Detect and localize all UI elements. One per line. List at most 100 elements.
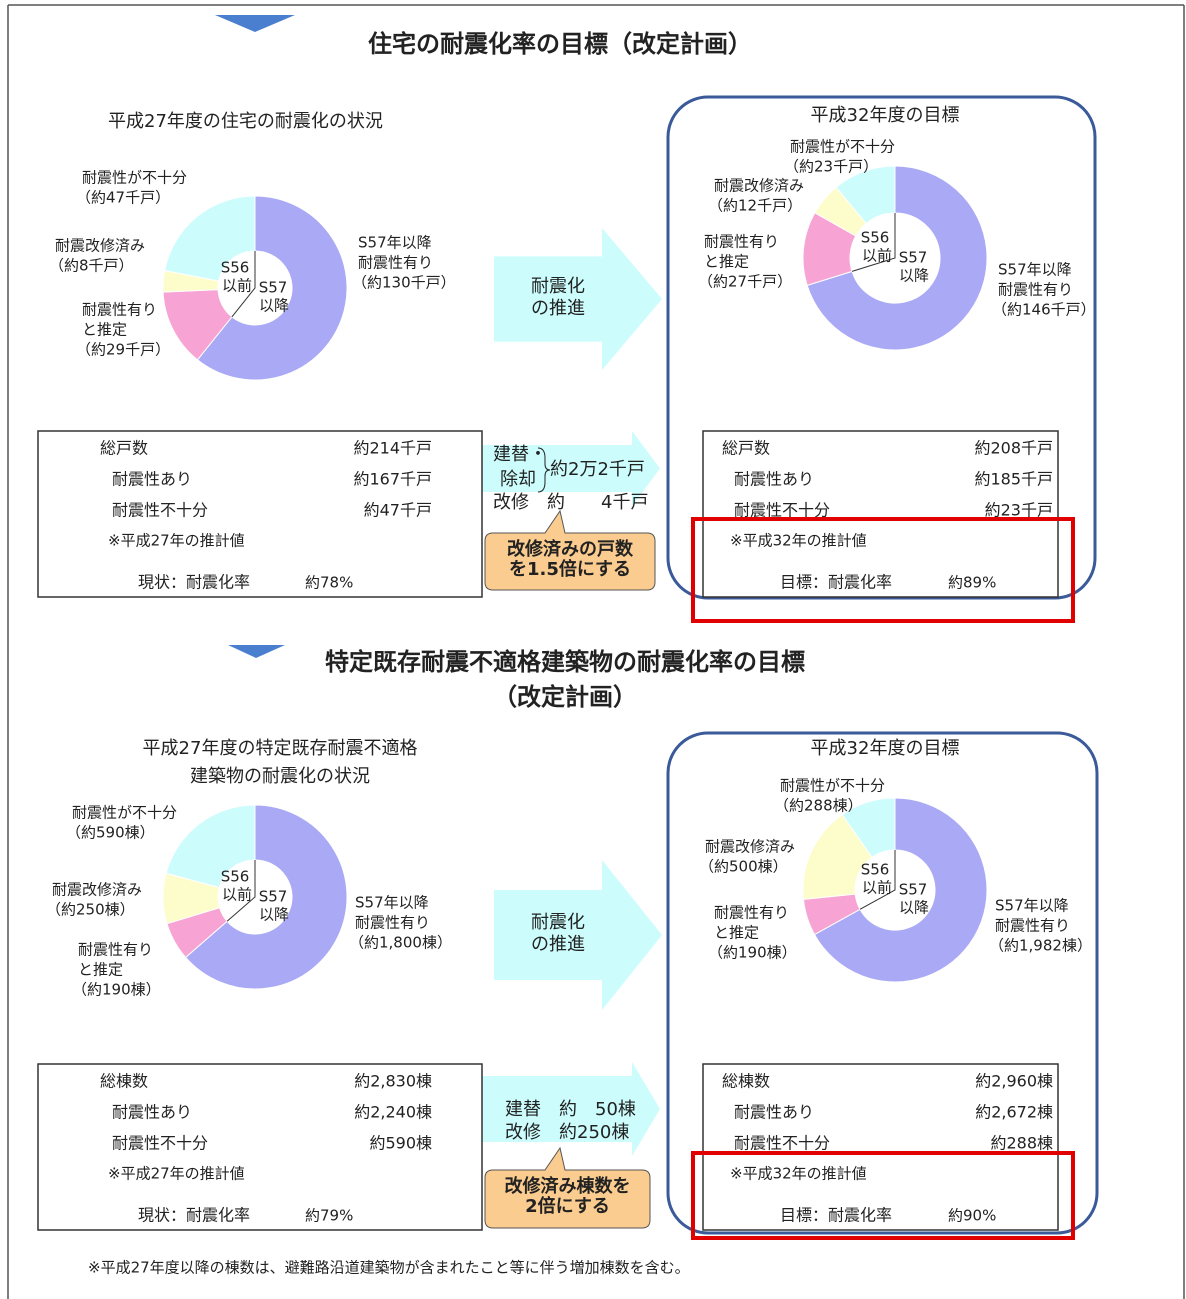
change-text: 建替・ — [493, 444, 547, 465]
footnote: ※平成27年度以降の棟数は、避難路沿道建築物が含まれたこと等に伴う増加棟数を含む… — [88, 1259, 690, 1277]
segment-name: 耐震性が不十分 — [72, 804, 177, 822]
segment-name: と推定 — [82, 321, 127, 339]
hole-label: S56 — [221, 868, 250, 886]
row-key: 総戸数 — [100, 439, 148, 458]
hole-label: 以降 — [899, 899, 929, 917]
segment-name: 耐震性有り — [358, 254, 433, 272]
highlight-box — [691, 517, 1075, 623]
arrow-label: 耐震化 — [531, 912, 585, 933]
callout-text: 改修済みの戸数 — [507, 538, 634, 560]
hole-label: S56 — [861, 861, 890, 879]
change-text: 除却 — [500, 469, 536, 490]
segment-name: 耐震性有り — [995, 917, 1070, 935]
hole-label: 以降 — [899, 267, 929, 285]
segment-name: S57年以降 — [355, 894, 429, 912]
callout-text: 2倍にする — [525, 1195, 610, 1217]
donut-segment — [841, 797, 896, 858]
row-key: 耐震性不十分 — [112, 501, 208, 520]
segment-value-label: （約130千戸） — [352, 274, 456, 292]
row-key: 総棟数 — [100, 1072, 148, 1091]
result-value: 約89% — [948, 574, 996, 592]
donut-segment — [165, 804, 256, 889]
segment-name: 耐震性有り — [355, 914, 430, 932]
segment-value-label: （約190棟） — [708, 944, 797, 962]
section-title: 住宅の耐震化率の目標（改定計画） — [368, 30, 752, 58]
segment-name: 耐震性が不十分 — [790, 138, 895, 156]
callout — [484, 1146, 651, 1229]
hole-label: S57 — [259, 279, 288, 297]
segment-value-label: （約29千戸） — [76, 341, 170, 359]
row-value: 約2,672棟 — [975, 1103, 1053, 1122]
row-value: 約214千戸 — [353, 439, 432, 458]
segment-value-label: （約1,800棟） — [349, 934, 452, 952]
hole-label: S56 — [221, 259, 250, 277]
donut-segment — [184, 804, 348, 990]
result-value: 約78% — [305, 574, 353, 592]
hole-label: 以前 — [862, 247, 892, 265]
summary-box — [37, 1063, 483, 1231]
row-key: 耐震性不十分 — [734, 501, 830, 520]
row-key: 総戸数 — [722, 439, 770, 458]
donut-segment — [806, 165, 988, 351]
row-value: 約167千戸 — [353, 470, 432, 489]
target-heading: 平成32年度の目標 — [811, 105, 960, 126]
segment-name: 耐震性有り — [704, 233, 779, 251]
segment-value-label: （約23千戸） — [784, 158, 878, 176]
note: ※平成32年の推計値 — [730, 532, 867, 550]
segment-value-label: （約590棟） — [66, 824, 155, 842]
segment-name: 耐震改修済み — [705, 838, 795, 856]
row-value: 約2,960棟 — [975, 1072, 1053, 1091]
hole-label: S57 — [899, 881, 928, 899]
callout — [484, 509, 656, 591]
row-value: 約23千戸 — [985, 501, 1053, 520]
hole-label: 以前 — [222, 886, 252, 904]
note: ※平成27年の推計値 — [108, 1165, 245, 1183]
segment-name: 耐震性有り — [82, 301, 157, 319]
segment-value-label: （約8千戸） — [49, 257, 134, 275]
target-frame — [666, 731, 1099, 1235]
small-arrow — [482, 1062, 660, 1156]
segment-value-label: （約146千戸） — [992, 301, 1096, 319]
segment-name: 耐震改修済み — [52, 881, 142, 899]
segment-name: と推定 — [714, 924, 759, 942]
result-label: 現状：耐震化率 — [138, 1206, 250, 1225]
segment-value-label: （約12千戸） — [708, 197, 802, 215]
segment-name: 耐震性有り — [78, 941, 153, 959]
hole-divider — [226, 860, 256, 922]
row-value: 約185千戸 — [974, 470, 1053, 489]
hole-divider — [851, 213, 896, 272]
hole-label: 以降 — [259, 906, 289, 924]
section-title: （改定計画） — [493, 683, 637, 711]
hole-divider — [231, 251, 256, 318]
current-heading: 平成27年度の住宅の耐震化の状況 — [108, 111, 383, 132]
segment-name: 耐震性が不十分 — [780, 777, 885, 795]
row-key: 耐震性不十分 — [734, 1134, 830, 1153]
summary-box — [702, 430, 1059, 598]
current-heading: 建築物の耐震化の状況 — [190, 766, 370, 787]
result-label: 目標：耐震化率 — [780, 1206, 892, 1225]
big-arrow — [494, 228, 662, 370]
row-key: 耐震性あり — [734, 1103, 814, 1122]
summary-box — [37, 430, 483, 598]
row-key: 耐震性不十分 — [112, 1134, 208, 1153]
segment-name: S57年以降 — [995, 897, 1069, 915]
result-value: 約90% — [948, 1207, 996, 1225]
segment-name: と推定 — [704, 253, 749, 271]
segment-value-label: （約500棟） — [699, 858, 788, 876]
hole-label: S56 — [861, 229, 890, 247]
segment-value-label: （約1,982棟） — [989, 937, 1092, 955]
arrow-label: の推進 — [531, 934, 585, 955]
donut-segment — [835, 165, 896, 225]
hole-label: 以前 — [862, 879, 892, 897]
segment-name: S57年以降 — [998, 261, 1072, 279]
callout-text: 改修済み棟数を — [505, 1175, 631, 1197]
target-frame — [666, 95, 1097, 600]
segment-value-label: （約288棟） — [774, 797, 863, 815]
change-text: 建替 約 50棟 — [505, 1099, 636, 1120]
note: ※平成32年の推計値 — [730, 1165, 867, 1183]
section-title: 特定既存耐震不適格建築物の耐震化率の目標 — [325, 648, 805, 676]
row-value: 約208千戸 — [974, 439, 1053, 458]
row-value: 約2,830棟 — [354, 1072, 432, 1091]
change-text: 約2万2千戸 — [550, 459, 645, 480]
segment-name: 耐震改修済み — [714, 177, 804, 195]
